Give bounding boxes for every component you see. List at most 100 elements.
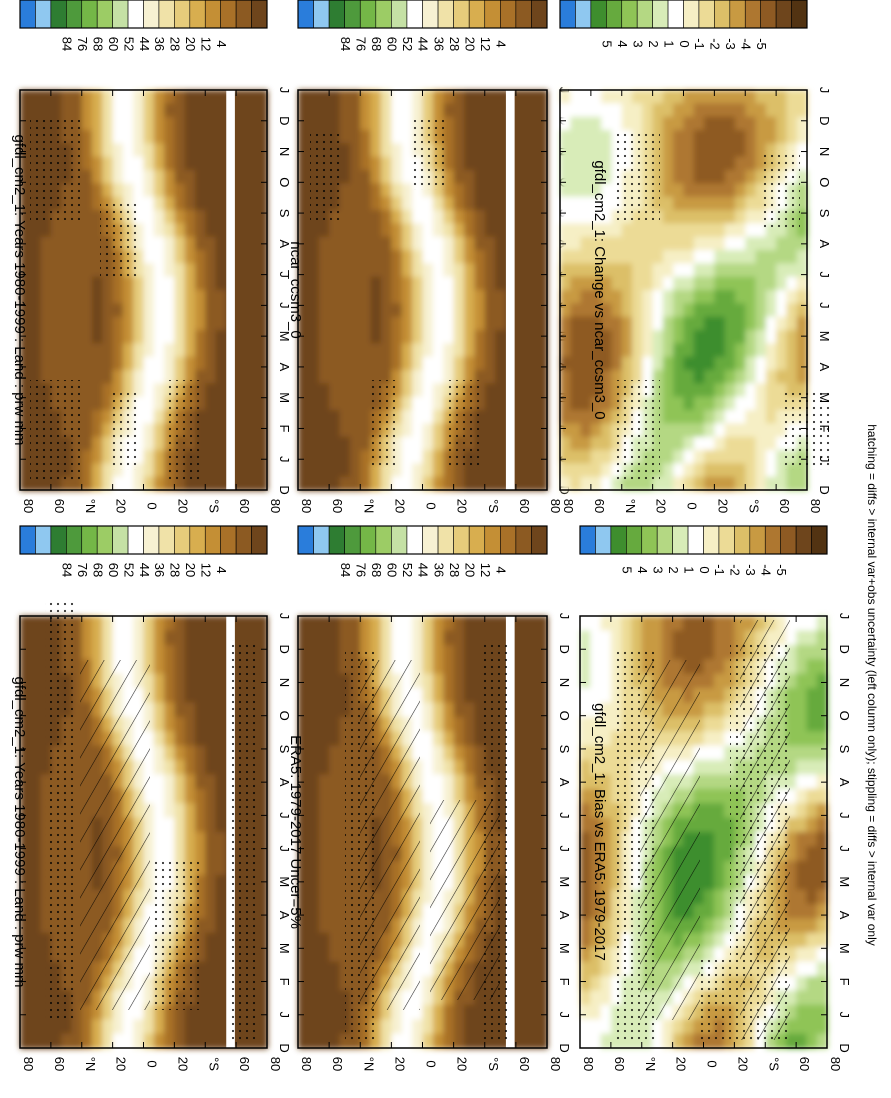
heatmap-cell	[683, 423, 695, 438]
heatmap-cell	[693, 450, 706, 465]
heatmap-cell	[81, 183, 94, 198]
heatmap-cell	[536, 263, 548, 278]
heatmap-cell	[391, 130, 403, 145]
heatmap-cell	[20, 103, 32, 118]
heatmap-cell	[92, 644, 104, 661]
heatmap-cell	[580, 788, 592, 805]
heatmap-cell	[215, 463, 227, 478]
heatmap-cell	[298, 356, 310, 371]
heatmap-cell	[153, 1004, 166, 1021]
heatmap-cell	[601, 316, 613, 331]
heatmap-cell	[205, 210, 217, 225]
heatmap-cell	[642, 290, 654, 305]
x-tick-label: A	[557, 778, 572, 787]
heatmap-cell	[432, 250, 445, 265]
heatmap-cell	[298, 889, 310, 905]
heatmap-cell	[329, 436, 341, 451]
heatmap-cell	[745, 356, 757, 371]
heatmap-cell	[693, 276, 706, 291]
colorbar-swatch	[375, 0, 392, 29]
heatmap-cell	[318, 250, 331, 265]
heatmap-cell	[590, 356, 603, 371]
heatmap-cell	[785, 774, 798, 790]
heatmap-cell	[401, 90, 414, 105]
heatmap-cell	[704, 370, 716, 385]
heatmap-cell	[474, 356, 486, 371]
heatmap-cell	[652, 1019, 664, 1035]
heatmap-cell	[526, 356, 538, 371]
heatmap-cell	[652, 644, 664, 661]
heatmap-cell	[560, 196, 572, 211]
x-tick-label: M	[837, 876, 852, 887]
heatmap-cell	[600, 875, 612, 891]
heatmap-cell	[92, 1019, 104, 1035]
heatmap-cell	[195, 396, 207, 411]
heatmap-cell	[184, 817, 196, 833]
heatmap-cell	[153, 116, 166, 131]
heatmap-cell	[745, 396, 757, 411]
heatmap-cell	[92, 330, 104, 345]
heatmap-cell	[474, 130, 486, 145]
heatmap-cell	[236, 250, 248, 265]
heatmap-cell	[693, 356, 706, 371]
heatmap-cell	[184, 196, 196, 211]
heatmap-cell	[143, 303, 155, 318]
heatmap-cell	[703, 774, 715, 790]
heatmap-cell	[164, 250, 176, 265]
x-tick-label: J	[277, 1012, 292, 1019]
heatmap-cell	[329, 630, 341, 646]
heatmap-cell	[693, 630, 705, 646]
heatmap-cell	[652, 303, 664, 318]
heatmap-cell	[412, 236, 424, 251]
heatmap-cell	[92, 396, 104, 411]
heatmap-cell	[318, 330, 331, 345]
heatmap-cell	[432, 760, 445, 776]
x-tick-label: J	[837, 613, 852, 620]
heatmap-cell	[205, 330, 217, 345]
heatmap-cell	[600, 1019, 612, 1035]
heatmap-cell	[412, 330, 424, 345]
heatmap-cell	[215, 976, 227, 992]
heatmap-cell	[236, 156, 248, 171]
heatmap-cell	[786, 316, 798, 331]
heatmap-cell	[495, 290, 507, 305]
heatmap-cell	[464, 659, 476, 675]
heatmap-cell	[724, 250, 736, 265]
heatmap-cell	[765, 130, 778, 145]
heatmap-cell	[713, 918, 726, 934]
heatmap-cell	[184, 223, 196, 238]
heatmap-cell	[360, 356, 372, 371]
heatmap-cell	[318, 832, 331, 848]
heatmap-cell	[600, 990, 612, 1006]
heatmap-cell	[703, 803, 715, 819]
heatmap-cell	[673, 143, 685, 158]
heatmap-cell	[236, 630, 248, 646]
heatmap-cell	[50, 330, 63, 345]
heatmap-cell	[526, 370, 538, 385]
heatmap-cell	[164, 476, 176, 491]
heatmap-cell	[195, 450, 207, 465]
heatmap-cell	[20, 788, 32, 805]
heatmap-cell	[298, 370, 310, 385]
heatmap-cell	[610, 630, 623, 646]
heatmap-cell	[308, 760, 320, 776]
heatmap-cell	[61, 263, 73, 278]
colorbar-swatch	[220, 525, 237, 555]
heatmap-cell	[329, 450, 341, 465]
heatmap-cell	[20, 436, 32, 451]
heatmap-cell	[611, 316, 623, 331]
heatmap-cell	[495, 616, 507, 632]
heatmap-cell	[381, 196, 393, 211]
heatmap-cell	[724, 396, 736, 411]
heatmap-cell	[205, 644, 217, 661]
heatmap-cell	[713, 1033, 726, 1049]
heatmap-cell	[360, 343, 372, 358]
heatmap-cell	[474, 383, 486, 398]
heatmap-cell	[370, 156, 382, 171]
heatmap-cell	[443, 330, 455, 345]
heatmap-cell	[735, 276, 747, 291]
heatmap-cell	[391, 116, 403, 131]
heatmap-cell	[673, 90, 685, 105]
heatmap-cell	[112, 476, 124, 491]
heatmap-cell	[484, 630, 497, 646]
